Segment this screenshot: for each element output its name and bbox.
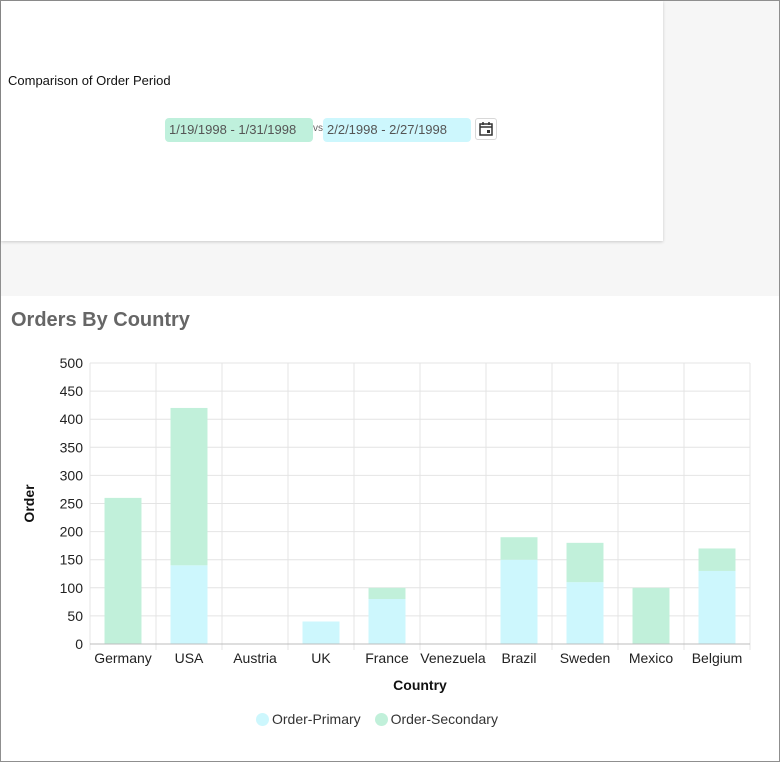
x-tick-label: Belgium	[692, 650, 743, 666]
x-tick-label: Brazil	[501, 650, 536, 666]
bar-secondary	[368, 587, 406, 600]
period-range-b[interactable]: 2/2/1998 - 2/27/1998	[323, 118, 471, 142]
bar-secondary	[632, 587, 670, 644]
legend-label-secondary: Order-Secondary	[390, 711, 498, 727]
x-tick-label: UK	[311, 650, 331, 666]
bar-primary	[698, 570, 736, 644]
x-tick-label: USA	[175, 650, 204, 666]
bar-primary	[302, 621, 340, 644]
x-tick-label: Austria	[233, 650, 277, 666]
y-tick-label: 200	[60, 524, 84, 540]
y-tick-label: 400	[60, 411, 84, 427]
y-tick-label: 250	[60, 496, 84, 512]
calendar-icon	[479, 122, 493, 136]
y-tick-label: 350	[60, 439, 84, 455]
y-tick-label: 150	[60, 552, 84, 568]
x-tick-label: France	[365, 650, 409, 666]
x-tick-label: Mexico	[629, 650, 674, 666]
y-tick-label: 300	[60, 467, 84, 483]
calendar-button[interactable]	[475, 118, 497, 140]
period-range-a[interactable]: 1/19/1998 - 1/31/1998	[165, 118, 313, 142]
order-period-card: Comparison of Order Period 1/19/1998 - 1…	[1, 1, 663, 241]
legend-swatch-secondary	[374, 713, 388, 726]
bar-primary	[170, 565, 208, 644]
y-tick-label: 500	[60, 355, 84, 371]
chart-legend: Order-Primary Order-Secondary	[256, 711, 508, 727]
x-tick-label: Germany	[94, 650, 152, 666]
orders-by-country-chart: 0 50 100 150 200 250 300 350 400 450 500 Germany USA…	[21, 355, 751, 693]
y-tick-label: 50	[67, 608, 83, 624]
y-tick-label: 0	[75, 636, 83, 652]
y-axis-title: Order	[21, 484, 37, 523]
bar-primary	[500, 559, 538, 644]
y-tick-label: 450	[60, 383, 84, 399]
x-tick-label: Venezuela	[420, 650, 486, 666]
vs-label: vs	[313, 123, 323, 134]
bar-secondary	[500, 537, 538, 560]
orders-chart-panel: Orders By Country 0 50 100 150 200 250 300 350 4…	[1, 297, 779, 761]
bar-secondary	[566, 542, 604, 583]
bar-primary	[566, 582, 604, 644]
legend-swatch-primary	[256, 713, 269, 726]
period-title: Comparison of Order Period	[8, 73, 171, 88]
legend-item-primary[interactable]: Order-Primary	[256, 711, 361, 727]
y-tick-label: 100	[60, 580, 84, 596]
x-tick-label: Sweden	[560, 650, 611, 666]
bar-secondary	[104, 497, 142, 644]
chart-title: Orders By Country	[11, 309, 190, 331]
legend-item-secondary[interactable]: Order-Secondary	[374, 711, 498, 727]
bar-primary	[368, 599, 406, 644]
x-axis-title: Country	[393, 677, 447, 693]
bar-secondary	[170, 407, 208, 566]
bar-secondary	[698, 548, 736, 571]
legend-label-primary: Order-Primary	[272, 711, 361, 727]
